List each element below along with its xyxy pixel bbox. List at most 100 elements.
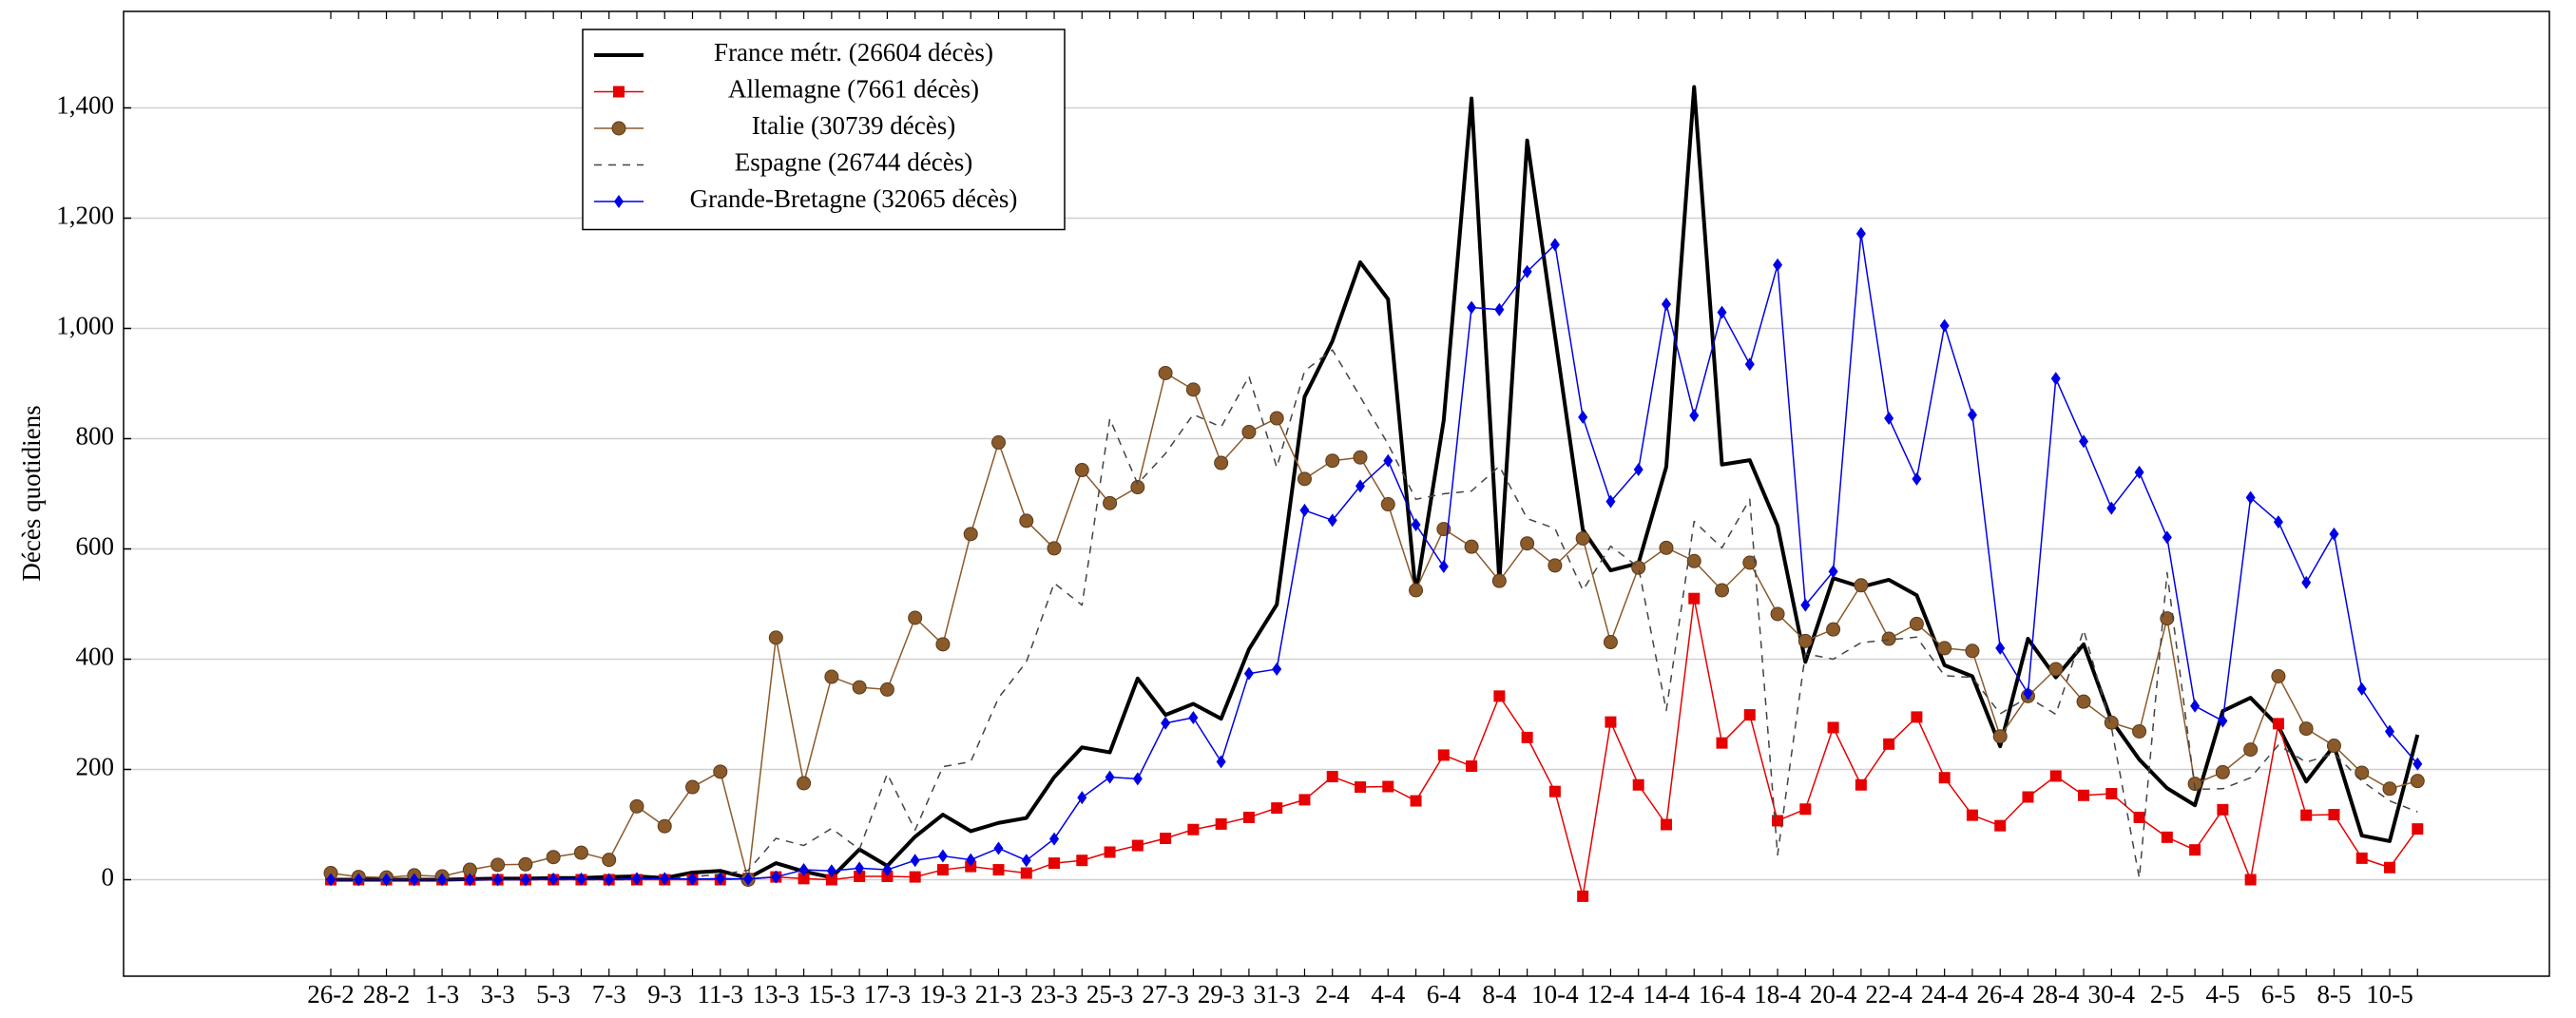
x-tick-label: 18-4: [1754, 980, 1801, 1008]
x-tick-label: 20-4: [1810, 980, 1857, 1008]
marker: [798, 863, 809, 877]
marker: [2356, 682, 2367, 696]
marker: [1578, 410, 1588, 424]
marker: [1716, 737, 1728, 749]
marker: [1937, 641, 1952, 656]
marker: [1103, 495, 1118, 510]
marker: [1548, 558, 1563, 573]
marker: [1881, 631, 1896, 646]
marker: [1884, 412, 1894, 426]
marker: [1855, 778, 1867, 791]
marker: [518, 856, 533, 872]
marker: [1326, 771, 1338, 783]
x-tick-label: 15-3: [808, 980, 855, 1008]
legend-label: Allemagne (7661 décès): [728, 75, 979, 104]
legend-label: Grande-Bretagne (32065 décès): [690, 184, 1018, 213]
marker: [1659, 540, 1674, 555]
marker: [2078, 789, 2090, 801]
y-tick-label: 600: [76, 532, 115, 561]
y-tick-label: 200: [76, 753, 115, 781]
marker: [1909, 616, 1924, 631]
marker: [2300, 809, 2313, 821]
marker: [2190, 699, 2201, 713]
marker: [713, 764, 728, 779]
series: [323, 365, 2425, 887]
marker: [990, 435, 1006, 451]
marker: [1160, 833, 1172, 844]
marker: [1660, 818, 1672, 831]
x-tick-label: 14-4: [1643, 980, 1690, 1008]
marker: [882, 863, 893, 877]
legend: France métr. (26604 décès) Allemagne (766…: [582, 29, 1066, 231]
marker: [2105, 788, 2118, 800]
marker: [935, 637, 951, 652]
marker: [909, 871, 921, 883]
marker: [1382, 780, 1394, 793]
marker: [1855, 226, 1866, 240]
x-tick-label: 12-4: [1587, 980, 1635, 1008]
marker: [465, 873, 475, 887]
marker: [1743, 709, 1756, 721]
marker: [1799, 803, 1812, 816]
marker: [2134, 465, 2144, 479]
marker: [1797, 633, 1813, 648]
marker: [660, 872, 670, 886]
x-tick-label: 10-5: [2366, 980, 2413, 1008]
x-tick-label: 31-3: [1253, 980, 1300, 1008]
series: [326, 226, 2423, 887]
marker: [1297, 471, 1312, 487]
x-tick-label: 8-4: [1482, 980, 1516, 1008]
marker: [2329, 527, 2339, 541]
x-tick-label: 27-3: [1142, 980, 1189, 1008]
marker: [1325, 453, 1340, 469]
marker: [2243, 742, 2259, 758]
x-tick-label: 10-4: [1531, 980, 1579, 1008]
marker: [1577, 890, 1589, 902]
marker: [1074, 463, 1089, 478]
marker: [1967, 408, 1977, 422]
x-tick-label: 16-4: [1699, 980, 1746, 1008]
marker: [1019, 513, 1034, 528]
marker: [1020, 867, 1032, 879]
marker: [1826, 622, 1841, 637]
x-tick-label: 5-3: [536, 980, 570, 1008]
marker: [1548, 785, 1561, 797]
y-tick-label: 1,400: [56, 91, 114, 120]
legend-label: Espagne (26744 décès): [735, 148, 972, 177]
legend-marker: [611, 121, 626, 136]
marker: [715, 872, 725, 886]
marker: [409, 873, 419, 887]
marker: [1742, 555, 1758, 570]
x-tick-label: 6-5: [2261, 980, 2296, 1008]
marker: [1686, 553, 1701, 568]
series-line: [331, 349, 2418, 881]
y-axis-label: Décès quotidiens: [17, 405, 46, 581]
marker: [1575, 530, 1590, 546]
marker: [1632, 778, 1644, 791]
plot-frame: [123, 10, 2550, 977]
series: [331, 85, 2420, 882]
marker: [1520, 536, 1535, 551]
marker: [1464, 539, 1479, 554]
series: [325, 592, 2424, 902]
marker: [1130, 480, 1145, 495]
marker: [1272, 662, 1282, 676]
x-tick-label: 2-4: [1316, 980, 1350, 1008]
marker: [687, 872, 698, 886]
marker: [1269, 411, 1284, 426]
marker: [1883, 738, 1895, 750]
x-tick-label: 30-4: [2088, 980, 2136, 1008]
marker: [2355, 765, 2370, 780]
marker: [1605, 716, 1617, 728]
marker: [826, 864, 836, 878]
marker: [1770, 606, 1785, 622]
marker: [2273, 515, 2283, 529]
marker: [2079, 434, 2089, 449]
x-tick-label: 11-3: [698, 980, 744, 1008]
marker: [1437, 749, 1450, 761]
x-tick-label: 21-3: [975, 980, 1023, 1008]
y-tick-label: 800: [76, 422, 115, 451]
marker: [966, 853, 976, 867]
marker: [1355, 479, 1365, 493]
